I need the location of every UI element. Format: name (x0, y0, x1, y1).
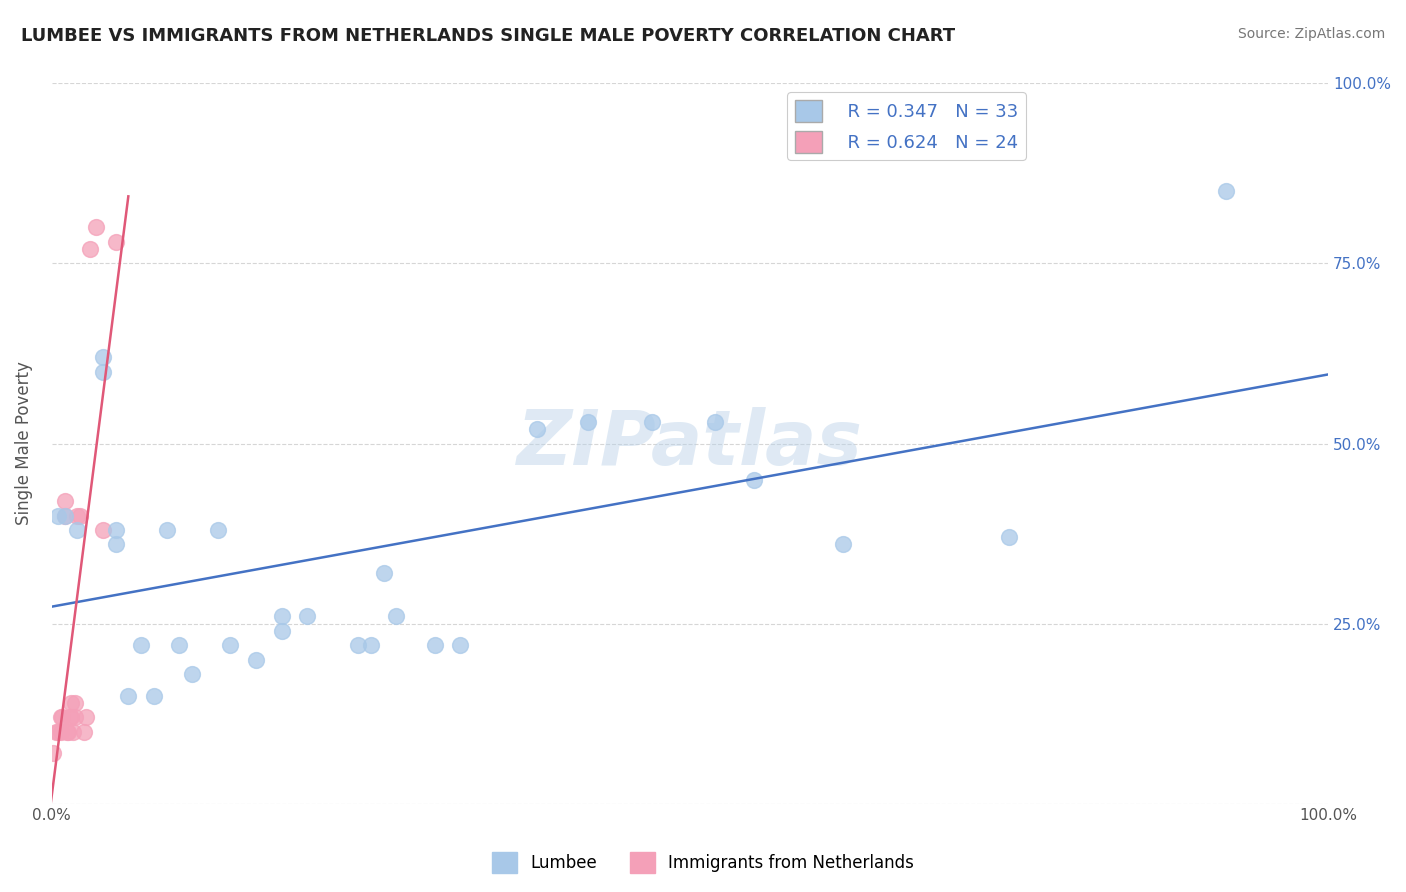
Point (49, 710, 72, 724)
Text: ZIPatlas: ZIPatlas (517, 407, 863, 481)
Point (347, 638, 370, 652)
Point (576, 415, 599, 429)
Point (526, 422, 548, 436)
Point (49, 724, 72, 739)
Point (169, 638, 191, 652)
Legend:   R = 0.347   N = 33,   R = 0.624   N = 24: R = 0.347 N = 33, R = 0.624 N = 24 (787, 93, 1025, 160)
Point (270, 624, 292, 638)
Point (91, 523, 114, 537)
Point (53, 494, 76, 508)
Point (42, 746, 65, 760)
Text: Source: ZipAtlas.com: Source: ZipAtlas.com (1237, 27, 1385, 41)
Point (91, 364, 114, 378)
Point (45, 724, 67, 739)
Point (129, 638, 152, 652)
Point (66, 508, 89, 523)
Point (53, 508, 76, 523)
Point (56, 724, 79, 739)
Point (640, 415, 662, 429)
Point (449, 638, 471, 652)
Point (142, 689, 165, 703)
Point (423, 638, 446, 652)
Point (295, 609, 318, 624)
Point (62, 724, 84, 739)
Point (69, 508, 91, 523)
Point (219, 638, 242, 652)
Point (270, 609, 292, 624)
Point (73, 724, 96, 739)
Point (51, 710, 73, 724)
Point (46, 508, 69, 523)
Point (58, 724, 80, 739)
Point (1215, 185, 1237, 199)
Point (181, 667, 204, 681)
Legend: Lumbee, Immigrants from Netherlands: Lumbee, Immigrants from Netherlands (485, 846, 921, 880)
Point (104, 523, 127, 537)
Point (59, 710, 82, 724)
Point (75, 710, 97, 724)
Point (86, 220, 108, 235)
Y-axis label: Single Male Poverty: Single Male Poverty (15, 361, 32, 525)
Point (742, 473, 765, 487)
Point (207, 523, 229, 537)
Point (53, 508, 76, 523)
Point (59, 710, 82, 724)
Point (63, 710, 86, 724)
Point (79, 242, 101, 256)
Point (156, 523, 179, 537)
Point (63, 696, 86, 710)
Point (832, 537, 855, 551)
Point (66, 523, 89, 537)
Point (59, 696, 82, 710)
Point (91, 350, 114, 364)
Point (104, 537, 127, 551)
Text: LUMBEE VS IMMIGRANTS FROM NETHERLANDS SINGLE MALE POVERTY CORRELATION CHART: LUMBEE VS IMMIGRANTS FROM NETHERLANDS SI… (21, 27, 955, 45)
Point (104, 235, 127, 249)
Point (998, 530, 1021, 544)
Point (117, 689, 139, 703)
Point (360, 638, 382, 652)
Point (245, 652, 267, 666)
Point (704, 415, 727, 429)
Point (385, 609, 408, 624)
Point (373, 566, 395, 581)
Point (46, 724, 69, 739)
